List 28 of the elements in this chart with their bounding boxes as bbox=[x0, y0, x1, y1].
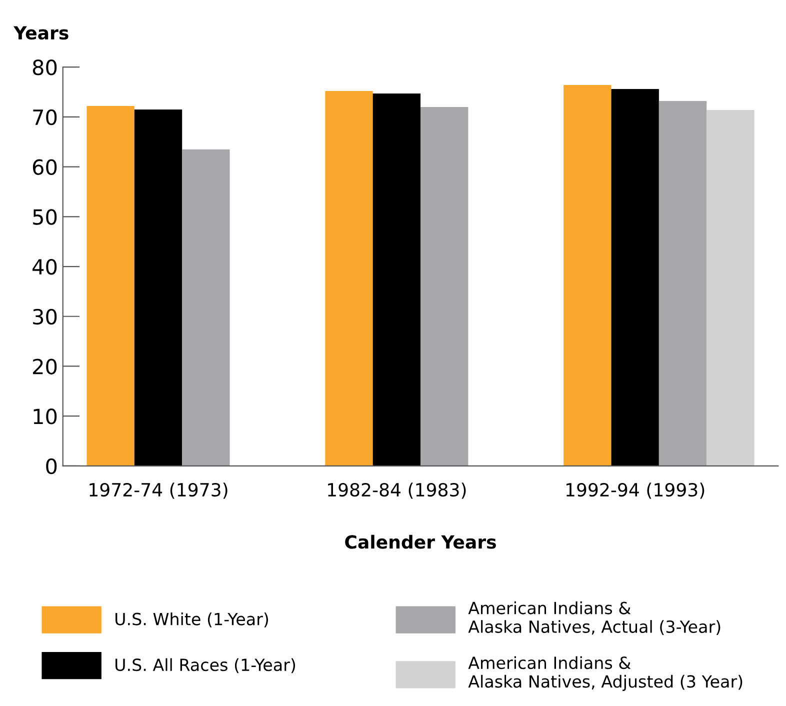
y-tick-label: 80 bbox=[32, 60, 57, 76]
y-axis-title: Years bbox=[13, 26, 68, 40]
x-tick-label: 1972-74 (1973) bbox=[90, 482, 228, 499]
legend-label: American Indians & Alaska Natives, Actual (3-Year) bbox=[468, 601, 720, 635]
legend-label: American Indians & Alaska Natives, Adjusted (3 Year) bbox=[468, 656, 742, 691]
bar bbox=[420, 106, 468, 466]
y-tick-label: 40 bbox=[32, 258, 57, 275]
bar bbox=[182, 149, 230, 466]
bar bbox=[372, 93, 421, 466]
bar bbox=[564, 85, 612, 466]
x-tick-label: 1982-84 (1983) bbox=[328, 482, 466, 499]
y-tick-label: 60 bbox=[32, 159, 57, 176]
y-tick-label: 0 bbox=[46, 458, 57, 474]
x-tick-label: 1992-94 (1993) bbox=[566, 482, 704, 499]
x-axis-title: Calender Years bbox=[345, 534, 496, 549]
bar bbox=[86, 106, 134, 466]
bar bbox=[611, 89, 659, 466]
legend-label: U.S. All Races (1-Year) bbox=[116, 658, 296, 674]
bar bbox=[325, 91, 373, 466]
y-tick-label: 10 bbox=[34, 408, 57, 424]
y-tick-label: 70 bbox=[33, 109, 57, 126]
y-tick-label: 30 bbox=[33, 308, 57, 325]
y-tick-label: 20 bbox=[33, 358, 57, 374]
legend-label: U.S. White (1-Year) bbox=[116, 612, 268, 628]
bar bbox=[658, 100, 707, 466]
y-tick-label: 50 bbox=[33, 209, 57, 225]
bar bbox=[134, 109, 182, 466]
bar bbox=[706, 110, 754, 466]
